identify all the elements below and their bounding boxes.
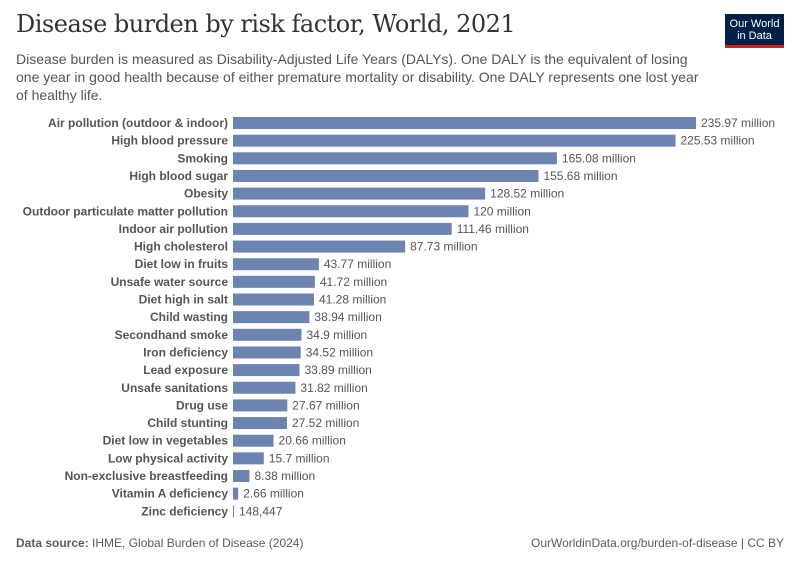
category-label: Non-exclusive breastfeeding — [65, 469, 228, 483]
category-label: Diet high in salt — [139, 293, 228, 307]
logo-line1: Our World — [729, 18, 780, 30]
bar[interactable] — [233, 222, 452, 235]
category-label: Iron deficiency — [143, 345, 228, 359]
category-label: Unsafe sanitations — [121, 381, 228, 395]
value-label: 20.66 million — [279, 434, 346, 448]
category-label: Child wasting — [150, 310, 228, 324]
bar[interactable] — [233, 240, 406, 253]
value-label: 33.89 million — [304, 363, 371, 377]
value-label: 155.68 million — [543, 169, 617, 183]
value-label: 2.66 million — [243, 487, 304, 501]
bar[interactable] — [233, 381, 296, 394]
category-label: Air pollution (outdoor & indoor) — [48, 116, 228, 130]
bar[interactable] — [233, 275, 315, 288]
value-label: 120 million — [473, 204, 530, 218]
value-label: 87.73 million — [410, 240, 477, 254]
value-label: 31.82 million — [300, 381, 367, 395]
category-label: Lead exposure — [143, 363, 228, 377]
category-label: High blood pressure — [111, 134, 228, 148]
value-label: 128.52 million — [490, 187, 564, 201]
value-label: 34.52 million — [306, 345, 373, 359]
value-label: 165.08 million — [562, 151, 636, 165]
category-label: Smoking — [177, 151, 228, 165]
value-label: 148,447 — [239, 504, 283, 518]
category-label: Vitamin A deficiency — [112, 487, 229, 501]
bar[interactable] — [233, 434, 274, 447]
bar-chart: Air pollution (outdoor & indoor) 235.97 m… — [23, 116, 775, 518]
value-label: 41.28 million — [319, 293, 386, 307]
category-label: Diet low in vegetables — [103, 434, 229, 448]
value-label: 27.67 million — [292, 398, 359, 412]
source-link[interactable]: OurWorldinData.org/burden-of-disease | C… — [530, 536, 784, 550]
bar[interactable] — [233, 417, 287, 430]
value-label: 38.94 million — [314, 310, 381, 324]
category-label: Low physical activity — [108, 451, 228, 465]
bar[interactable] — [233, 293, 314, 306]
bar[interactable] — [233, 152, 557, 165]
bar[interactable] — [233, 487, 239, 500]
chart-title: Disease burden by risk factor, World, 20… — [16, 10, 516, 38]
bar[interactable] — [233, 258, 319, 271]
category-label: Secondhand smoke — [115, 328, 229, 342]
bar[interactable] — [233, 134, 676, 147]
source-label: Data source: — [16, 536, 89, 550]
owid-logo[interactable]: Our World in Data — [725, 14, 784, 48]
value-label: 111.46 million — [457, 222, 529, 236]
bar[interactable] — [233, 169, 539, 182]
value-label: 225.53 million — [681, 134, 755, 148]
bar[interactable] — [233, 187, 486, 200]
category-label: Child stunting — [147, 416, 228, 430]
bar[interactable] — [233, 205, 469, 218]
chart-subtitle: Disease burden is measured as Disability… — [16, 51, 699, 103]
bar[interactable] — [233, 346, 301, 359]
category-label: Indoor air pollution — [119, 222, 228, 236]
bar[interactable] — [233, 505, 234, 518]
logo-line2: in Data — [737, 30, 772, 42]
category-label: Obesity — [184, 187, 228, 201]
value-label: 34.9 million — [306, 328, 367, 342]
bar[interactable] — [233, 117, 696, 129]
category-label: High blood sugar — [129, 169, 228, 183]
bar[interactable] — [233, 452, 264, 465]
category-label: Outdoor particulate matter pollution — [23, 204, 228, 218]
bar[interactable] — [233, 470, 250, 482]
bar[interactable] — [233, 311, 310, 324]
source-text: IHME, Global Burden of Disease (2024) — [88, 536, 304, 550]
value-label: 235.97 million — [701, 116, 775, 130]
bar[interactable] — [233, 364, 300, 377]
category-label: High cholesterol — [134, 240, 228, 254]
bar[interactable] — [233, 328, 302, 341]
value-label: 41.72 million — [320, 275, 387, 289]
data-source: Data source: IHME, Global Burden of Dise… — [16, 536, 303, 550]
category-label: Diet low in fruits — [135, 257, 229, 271]
category-label: Zinc deficiency — [141, 504, 228, 518]
value-label: 43.77 million — [324, 257, 391, 271]
value-label: 27.52 million — [292, 416, 359, 430]
category-label: Unsafe water source — [111, 275, 229, 289]
bar[interactable] — [233, 399, 288, 412]
value-label: 8.38 million — [254, 469, 315, 483]
category-label: Drug use — [176, 398, 228, 412]
value-label: 15.7 million — [269, 451, 330, 465]
